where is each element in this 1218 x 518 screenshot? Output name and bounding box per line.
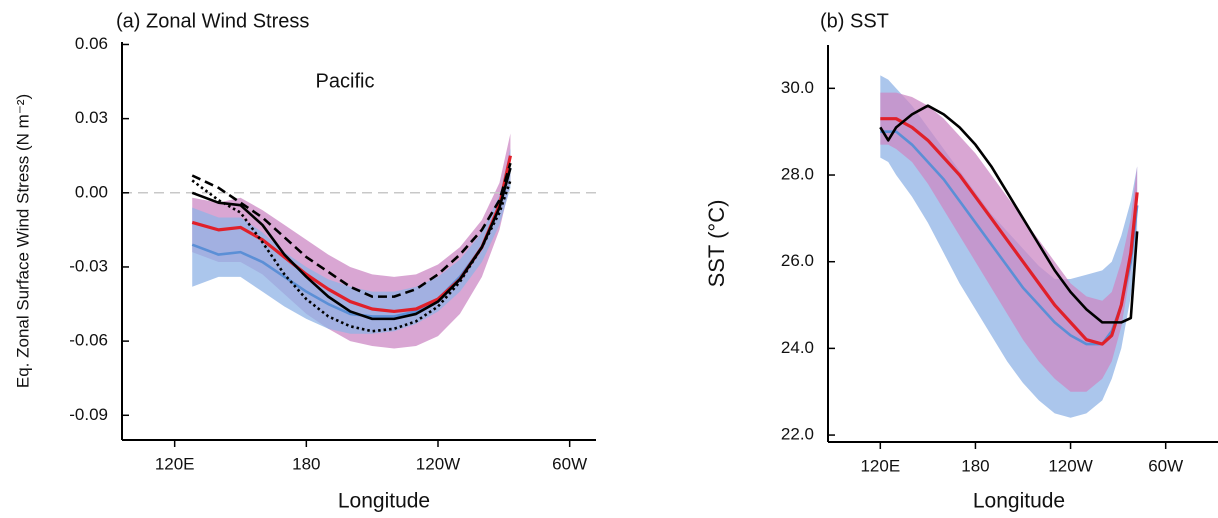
y-axis-label: SST (°C) (704, 200, 729, 288)
x-tick-label: 120W (1048, 456, 1092, 475)
data-line (879, 104, 1139, 324)
y-tick-label: 22.0 (781, 425, 814, 444)
x-tick-label: 120W (416, 454, 460, 473)
y-axis-label: Eq. Zonal Surface Wind Stress (N m⁻²) (13, 94, 32, 388)
y-tick-label: 24.0 (781, 338, 814, 357)
x-tick-label: 180 (961, 456, 989, 475)
y-tick-label: 26.0 (781, 251, 814, 270)
spread-band (192, 148, 511, 334)
x-tick-label: 180 (292, 454, 320, 473)
data-line (880, 117, 1139, 346)
x-tick-label: 120E (155, 454, 195, 473)
y-tick-label: -0.03 (69, 256, 108, 275)
panel-title: (b) SST (820, 10, 889, 32)
x-axis-label: Longitude (973, 490, 1065, 513)
x-axis-label: Longitude (338, 490, 430, 513)
y-tick-label: 28.0 (781, 165, 814, 184)
x-tick-label: 60W (1148, 456, 1183, 475)
x-tick-label: 60W (552, 454, 587, 473)
y-tick-label: 30.0 (781, 78, 814, 97)
x-tick-label: 120E (860, 456, 900, 475)
y-tick-label: 0.00 (75, 182, 108, 201)
data-line (880, 130, 1139, 346)
y-tick-label: -0.09 (69, 405, 108, 424)
y-tick-label: -0.06 (69, 331, 108, 350)
y-tick-label: 0.03 (75, 108, 108, 127)
data-line (191, 167, 512, 321)
panel-title: (a) Zonal Wind Stress (116, 10, 309, 32)
y-tick-label: 0.06 (75, 34, 108, 53)
annotation: Pacific (316, 70, 375, 92)
